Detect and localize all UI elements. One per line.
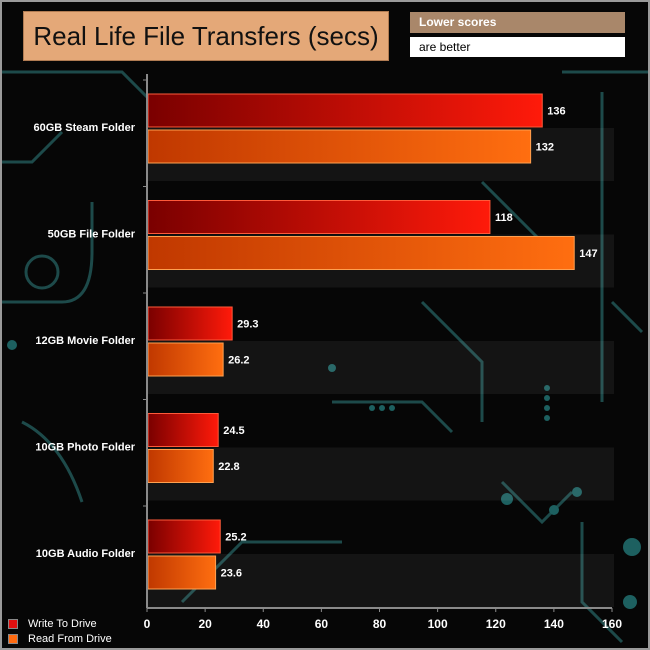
value-label: 147 [579, 248, 597, 260]
x-tick-label: 20 [198, 617, 212, 631]
category-label: 60GB Steam Folder [34, 122, 136, 134]
x-tick-label: 100 [428, 617, 448, 631]
bar-read [147, 449, 214, 483]
legend-swatch-read [8, 633, 18, 644]
category-label: 50GB File Folder [48, 229, 136, 241]
bar-write [147, 519, 221, 554]
value-label: 26.2 [228, 355, 249, 367]
bar-read [147, 555, 217, 590]
legend-item-write: Write To Drive [8, 616, 112, 631]
value-label: 23.6 [221, 568, 242, 580]
legend-label-write: Write To Drive [28, 617, 97, 630]
legend: Write To Drive Read From Drive [8, 616, 112, 646]
category-label: 10GB Audio Folder [36, 548, 136, 560]
value-label: 25.2 [225, 532, 246, 544]
legend-swatch-write [8, 618, 18, 629]
x-tick-label: 80 [373, 617, 387, 631]
bar-write [147, 200, 491, 234]
category-band [147, 447, 614, 501]
value-label: 118 [495, 212, 513, 224]
legend-label-read: Read From Drive [28, 632, 112, 645]
note-lower-scores: Lower scores [410, 12, 625, 33]
value-label: 22.8 [218, 461, 239, 473]
category-label: 12GB Movie Folder [35, 335, 135, 347]
category-band [147, 554, 614, 607]
x-tick-label: 0 [144, 617, 151, 631]
bar-write [147, 306, 233, 341]
chart-title: Real Life File Transfers (secs) [23, 11, 389, 61]
x-tick-label: 140 [544, 617, 564, 631]
value-label: 24.5 [223, 425, 244, 437]
x-tick-label: 60 [315, 617, 329, 631]
x-tick-label: 160 [602, 617, 622, 631]
bar-read [147, 236, 575, 270]
value-label: 136 [547, 106, 565, 118]
category-band [147, 341, 614, 394]
legend-item-read: Read From Drive [8, 631, 112, 646]
bar-read [147, 129, 532, 164]
note-are-better: are better [410, 37, 625, 57]
bar-write [147, 413, 219, 447]
bar-read [147, 342, 224, 377]
x-tick-label: 120 [486, 617, 506, 631]
category-label: 10GB Photo Folder [35, 442, 135, 454]
value-label: 132 [536, 142, 554, 154]
value-label: 29.3 [237, 319, 258, 331]
x-tick-label: 40 [257, 617, 271, 631]
bar-write [147, 93, 543, 128]
